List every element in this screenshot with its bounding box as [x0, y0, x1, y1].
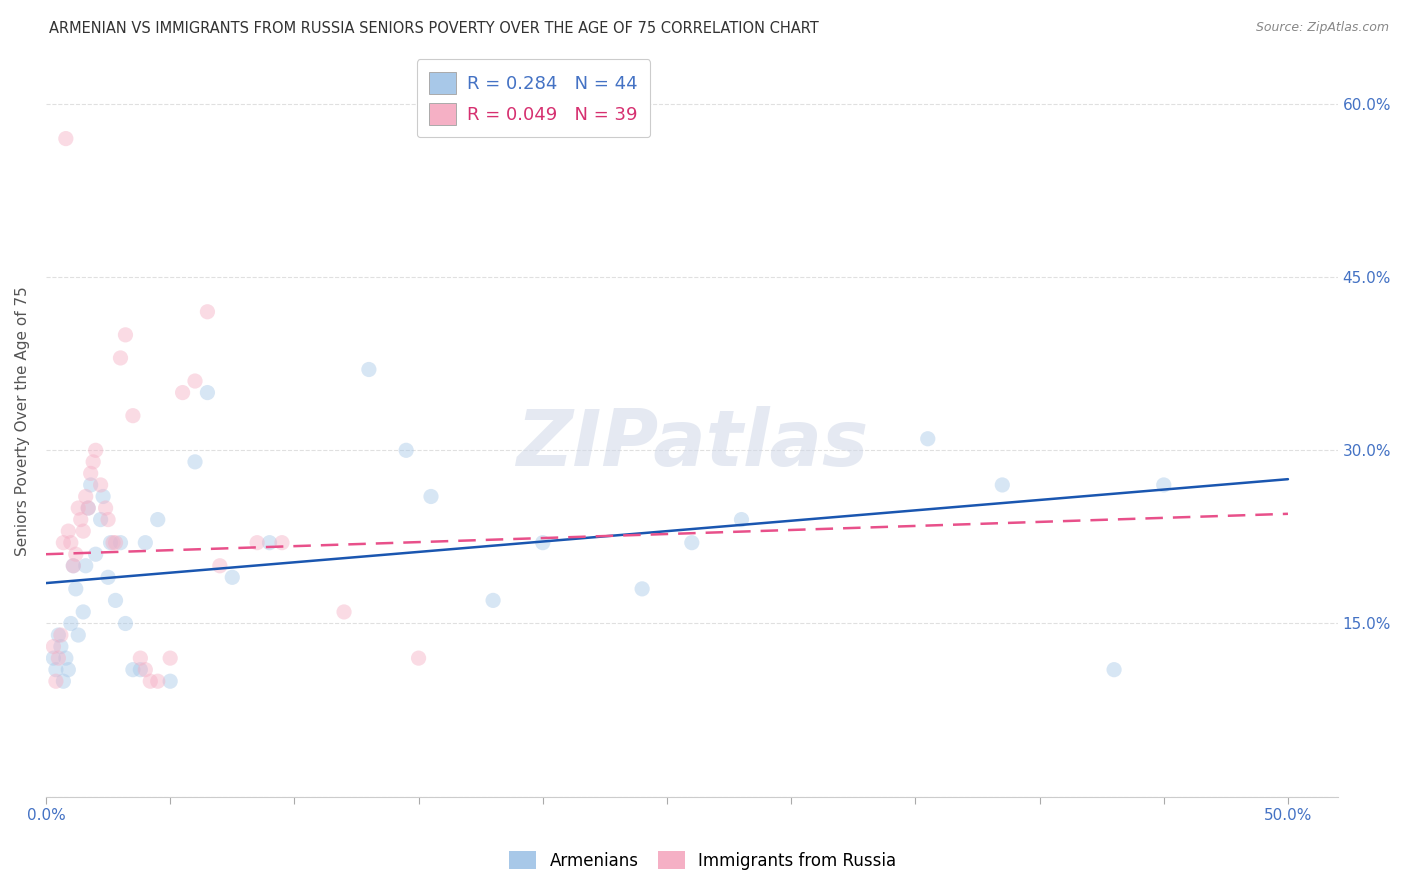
Point	[134, 663, 156, 677]
Point	[101, 535, 124, 549]
Point	[122, 663, 145, 677]
Point	[45, 674, 67, 689]
Point	[75, 490, 97, 504]
Point	[259, 535, 281, 549]
Point	[420, 490, 443, 504]
Point	[94, 501, 117, 516]
Point	[159, 651, 181, 665]
Point	[482, 593, 505, 607]
Point	[62, 558, 84, 573]
Point	[62, 558, 84, 573]
Point	[42, 640, 65, 654]
Point	[52, 535, 75, 549]
Point	[65, 582, 87, 596]
Point	[59, 616, 82, 631]
Point	[681, 535, 703, 549]
Point	[90, 478, 112, 492]
Point	[49, 640, 72, 654]
Point	[52, 674, 75, 689]
Point	[59, 535, 82, 549]
Point	[104, 535, 127, 549]
Point	[84, 443, 107, 458]
Point	[77, 501, 100, 516]
Point	[110, 535, 132, 549]
Point	[90, 512, 112, 526]
Point	[48, 628, 70, 642]
Point	[197, 305, 219, 319]
Point	[408, 651, 430, 665]
Point	[79, 478, 101, 492]
Text: ZIPatlas: ZIPatlas	[516, 406, 868, 482]
Point	[72, 524, 94, 538]
Point	[197, 385, 219, 400]
Point	[58, 663, 80, 677]
Point	[49, 628, 72, 642]
Point	[55, 131, 77, 145]
Point	[75, 558, 97, 573]
Point	[246, 535, 269, 549]
Point	[97, 512, 120, 526]
Y-axis label: Seniors Poverty Over the Age of 75: Seniors Poverty Over the Age of 75	[15, 286, 30, 557]
Point	[159, 674, 181, 689]
Point	[84, 547, 107, 561]
Point	[221, 570, 243, 584]
Point	[82, 455, 104, 469]
Point	[42, 651, 65, 665]
Text: Source: ZipAtlas.com: Source: ZipAtlas.com	[1256, 21, 1389, 34]
Point	[129, 663, 152, 677]
Point	[991, 478, 1014, 492]
Point	[730, 512, 752, 526]
Point	[184, 455, 207, 469]
Point	[122, 409, 145, 423]
Point	[79, 467, 101, 481]
Point	[69, 512, 91, 526]
Point	[45, 663, 67, 677]
Point	[1153, 478, 1175, 492]
Point	[67, 501, 90, 516]
Point	[139, 674, 162, 689]
Point	[48, 651, 70, 665]
Point	[114, 327, 136, 342]
Point	[271, 535, 294, 549]
Point	[395, 443, 418, 458]
Point	[631, 582, 654, 596]
Point	[72, 605, 94, 619]
Point	[58, 524, 80, 538]
Point	[208, 558, 231, 573]
Point	[531, 535, 554, 549]
Point	[146, 512, 169, 526]
Point	[104, 593, 127, 607]
Text: ARMENIAN VS IMMIGRANTS FROM RUSSIA SENIORS POVERTY OVER THE AGE OF 75 CORRELATIO: ARMENIAN VS IMMIGRANTS FROM RUSSIA SENIO…	[49, 21, 818, 36]
Point	[55, 651, 77, 665]
Point	[97, 570, 120, 584]
Point	[917, 432, 939, 446]
Point	[184, 374, 207, 388]
Point	[172, 385, 194, 400]
Point	[1102, 663, 1125, 677]
Point	[65, 547, 87, 561]
Point	[91, 490, 114, 504]
Point	[67, 628, 90, 642]
Point	[357, 362, 380, 376]
Point	[129, 651, 152, 665]
Point	[110, 351, 132, 365]
Legend: R = 0.284   N = 44, R = 0.049   N = 39: R = 0.284 N = 44, R = 0.049 N = 39	[416, 59, 651, 137]
Point	[100, 535, 122, 549]
Point	[146, 674, 169, 689]
Point	[333, 605, 356, 619]
Legend: Armenians, Immigrants from Russia: Armenians, Immigrants from Russia	[503, 845, 903, 877]
Point	[77, 501, 100, 516]
Point	[114, 616, 136, 631]
Point	[134, 535, 156, 549]
